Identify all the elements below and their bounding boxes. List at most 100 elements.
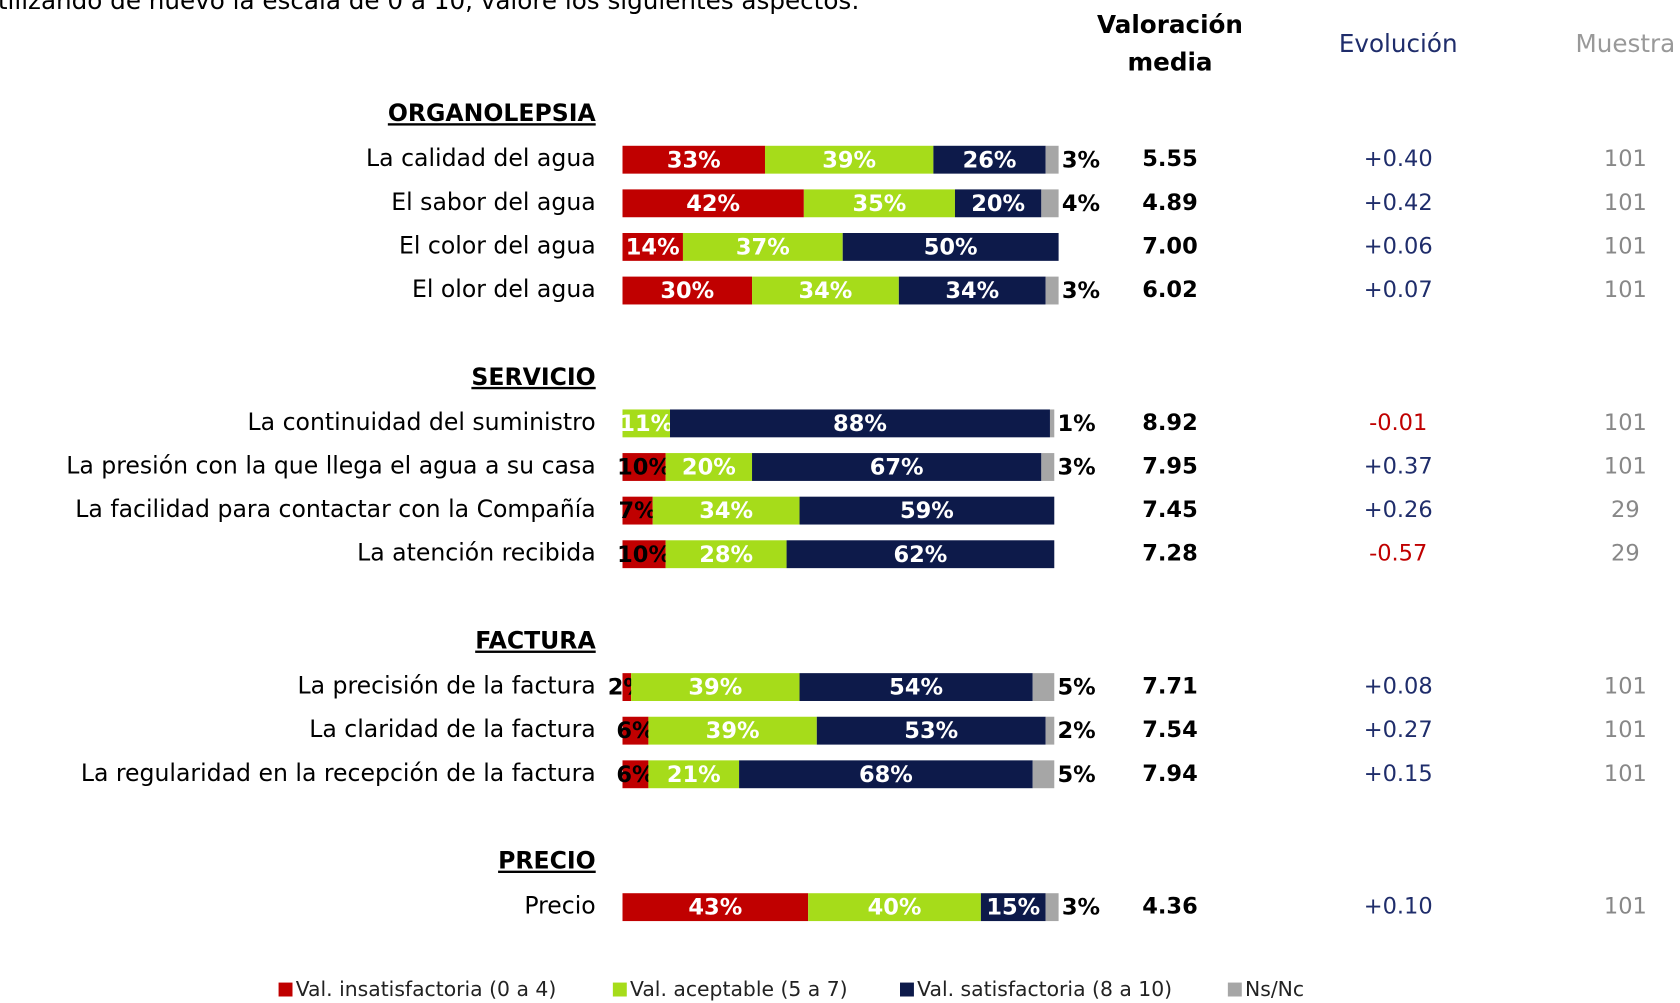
- bar-segment: [1041, 453, 1055, 481]
- value-label: 50%: [924, 234, 978, 260]
- value-label: 39%: [822, 147, 876, 173]
- bar-segment: [622, 189, 804, 218]
- value-label: 28%: [699, 542, 753, 568]
- bar-segment: [786, 540, 1055, 569]
- mean-value: 4.36: [1142, 894, 1198, 920]
- bar-segment: [1049, 409, 1055, 438]
- bar-segment: [622, 496, 653, 525]
- bar-segment: [1045, 145, 1059, 174]
- value-label: 62%: [894, 542, 948, 568]
- row-label: La continuidad del suministro: [248, 408, 596, 436]
- mean-value: 6.02: [1142, 277, 1198, 303]
- bar-segment: [1045, 716, 1055, 745]
- value-label: 37%: [736, 234, 790, 260]
- value-label: 1%: [1058, 411, 1096, 437]
- bar-segment: [1045, 893, 1059, 922]
- value-label: 40%: [868, 895, 922, 921]
- bar-segment: [799, 496, 1055, 525]
- bar-segment: [665, 453, 753, 481]
- bar-segment: [622, 145, 765, 174]
- value-label: 3%: [1062, 278, 1100, 304]
- bar-segment: [648, 716, 817, 745]
- sample-value: 101: [1604, 233, 1647, 259]
- legend-swatch: [1227, 982, 1242, 997]
- value-label: 33%: [667, 147, 721, 173]
- mean-value: 4.89: [1142, 190, 1198, 216]
- sample-value: 101: [1604, 146, 1647, 172]
- value-label: 30%: [660, 278, 714, 304]
- value-label: 4%: [1062, 191, 1100, 217]
- evolution-value: +0.15: [1364, 761, 1433, 787]
- bar-segment: [980, 893, 1046, 922]
- value-label: 11%: [619, 411, 673, 437]
- value-label: 88%: [833, 411, 887, 437]
- row-label: La presión con la que llega el agua a su…: [66, 451, 596, 479]
- legend-label: Ns/Nc: [1245, 977, 1304, 1001]
- bar-segment: [652, 496, 800, 525]
- evolution-value: +0.07: [1364, 277, 1433, 303]
- value-label: 7%: [619, 498, 657, 524]
- value-label: 3%: [1062, 895, 1100, 921]
- value-label: 6%: [616, 718, 654, 744]
- legend-label: Val. satisfactoria (8 a 10): [917, 977, 1172, 1001]
- evolution-value: +0.06: [1364, 233, 1433, 259]
- value-label: 35%: [852, 191, 906, 217]
- value-label: 53%: [904, 718, 958, 744]
- subtitle: tilizando de nuevo la escala de 0 a 10, …: [0, 0, 860, 15]
- value-label: 34%: [699, 498, 753, 524]
- bar-segment: [752, 276, 899, 305]
- bar-segment: [842, 233, 1059, 261]
- value-label: 34%: [799, 278, 853, 304]
- row-label: La precisión de la factura: [297, 672, 595, 700]
- bar-segment: [622, 760, 649, 789]
- value-label: 15%: [986, 895, 1040, 921]
- evolution-header: Evolución: [1339, 29, 1458, 58]
- bar-segment: [622, 540, 666, 569]
- evolution-value: +0.10: [1364, 894, 1433, 920]
- bar-segment: [739, 760, 1033, 789]
- sample-value: 101: [1604, 190, 1647, 216]
- evolution-value: -0.57: [1369, 541, 1427, 567]
- bar-segment: [933, 145, 1046, 174]
- mean-value: 7.54: [1142, 717, 1198, 743]
- legend-swatch: [278, 982, 293, 997]
- value-label: 10%: [617, 455, 671, 481]
- sample-value: 101: [1604, 674, 1647, 700]
- value-label: 43%: [688, 895, 742, 921]
- bar-segment: [808, 893, 981, 922]
- value-label: 20%: [971, 191, 1025, 217]
- value-label: 5%: [1058, 675, 1096, 701]
- mean-value: 5.55: [1142, 146, 1198, 172]
- bar-segment: [1041, 189, 1059, 218]
- row-label: La calidad del agua: [366, 144, 596, 172]
- value-label: 6%: [616, 762, 654, 788]
- bar-segment: [622, 673, 632, 701]
- row-label: Precio: [524, 892, 595, 920]
- bar-segment: [752, 453, 1042, 481]
- value-label: 20%: [682, 455, 736, 481]
- row-label: La claridad de la factura: [309, 715, 595, 743]
- mean-header: Valoración: [1097, 10, 1243, 39]
- value-label: 3%: [1058, 455, 1096, 481]
- bar-segment: [669, 409, 1050, 438]
- evolution-value: +0.40: [1364, 146, 1433, 172]
- value-label: 42%: [686, 191, 740, 217]
- sample-value: 101: [1604, 717, 1647, 743]
- bar-segment: [622, 453, 666, 481]
- value-label: 67%: [870, 455, 924, 481]
- bar-segment: [648, 760, 740, 789]
- value-label: 21%: [667, 762, 721, 788]
- bar-segment: [665, 540, 787, 569]
- row-label: El sabor del agua: [391, 188, 595, 216]
- value-label: 2%: [1058, 718, 1096, 744]
- group-title: PRECIO: [498, 847, 596, 875]
- bar-segment: [799, 673, 1033, 701]
- mean-value: 7.45: [1142, 497, 1198, 523]
- legend-swatch: [612, 982, 627, 997]
- legend-label: Val. insatisfactoria (0 a 4): [296, 977, 557, 1001]
- bar-segment: [682, 233, 843, 261]
- row-label: El color del agua: [399, 231, 596, 259]
- value-label: 10%: [617, 542, 671, 568]
- sample-value: 101: [1604, 453, 1647, 479]
- value-label: 39%: [688, 675, 742, 701]
